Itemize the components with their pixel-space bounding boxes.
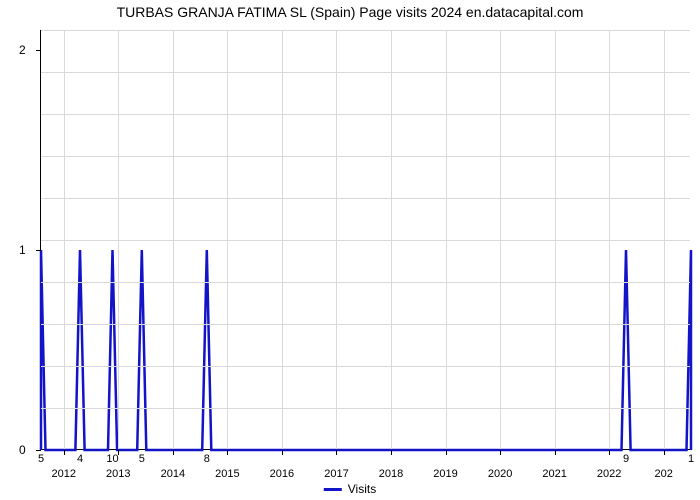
xtick-mark bbox=[391, 450, 392, 455]
ytick-label: 1 bbox=[19, 243, 26, 257]
value-label: 5 bbox=[38, 453, 44, 465]
xtick-label: 2022 bbox=[597, 468, 621, 480]
plot-area: 0122012201320142015201620172018201920202… bbox=[40, 30, 690, 450]
grid-line-v bbox=[446, 30, 447, 449]
ytick-mark bbox=[36, 250, 41, 251]
xtick-label: 2016 bbox=[270, 468, 294, 480]
grid-line-h bbox=[41, 324, 690, 325]
ytick-label: 2 bbox=[19, 43, 26, 57]
xtick-mark bbox=[555, 450, 556, 455]
xtick-mark bbox=[446, 450, 447, 455]
grid-line-v bbox=[391, 30, 392, 449]
xtick-mark bbox=[336, 450, 337, 455]
grid-line-v bbox=[118, 30, 119, 449]
grid-line-h bbox=[41, 366, 690, 367]
xtick-mark bbox=[173, 450, 174, 455]
xtick-label: 2017 bbox=[324, 468, 348, 480]
ytick-mark bbox=[36, 50, 41, 51]
legend-label: Visits bbox=[348, 482, 376, 496]
xtick-label: 2015 bbox=[215, 468, 239, 480]
value-label: 10 bbox=[106, 453, 118, 465]
value-label: 9 bbox=[623, 453, 629, 465]
legend: Visits bbox=[324, 482, 376, 496]
xtick-label: 2012 bbox=[52, 468, 76, 480]
grid-line-h bbox=[41, 72, 690, 73]
grid-line-v bbox=[227, 30, 228, 449]
grid-line-h bbox=[41, 408, 690, 409]
xtick-label: 2019 bbox=[433, 468, 457, 480]
grid-line-h bbox=[41, 198, 690, 199]
value-label: 5 bbox=[139, 453, 145, 465]
grid-line-h bbox=[41, 282, 690, 283]
value-label: 4 bbox=[77, 453, 83, 465]
grid-line-v bbox=[173, 30, 174, 449]
ytick-label: 0 bbox=[19, 443, 26, 457]
grid-line-v bbox=[336, 30, 337, 449]
xtick-mark bbox=[227, 450, 228, 455]
chart-title: TURBAS GRANJA FATIMA SL (Spain) Page vis… bbox=[117, 4, 584, 20]
xtick-label: 2020 bbox=[488, 468, 512, 480]
value-label: 1 bbox=[688, 453, 694, 465]
legend-swatch bbox=[324, 488, 342, 491]
grid-line-h bbox=[41, 240, 690, 241]
xtick-mark bbox=[609, 450, 610, 455]
xtick-label: 2013 bbox=[106, 468, 130, 480]
grid-line-v bbox=[555, 30, 556, 449]
grid-line-v bbox=[609, 30, 610, 449]
xtick-mark bbox=[664, 450, 665, 455]
xtick-mark bbox=[282, 450, 283, 455]
grid-line-v bbox=[664, 30, 665, 449]
grid-line-h bbox=[41, 156, 690, 157]
ytick-mark bbox=[36, 450, 41, 451]
grid-line-v bbox=[500, 30, 501, 449]
xtick-label: 202 bbox=[655, 468, 673, 480]
grid-line-v bbox=[282, 30, 283, 449]
xtick-mark bbox=[64, 450, 65, 455]
xtick-label: 2021 bbox=[542, 468, 566, 480]
xtick-mark bbox=[500, 450, 501, 455]
grid-line-v bbox=[64, 30, 65, 449]
value-label: 8 bbox=[204, 453, 210, 465]
grid-line-h bbox=[41, 114, 690, 115]
xtick-label: 2018 bbox=[379, 468, 403, 480]
xtick-label: 2014 bbox=[161, 468, 185, 480]
chart-container: TURBAS GRANJA FATIMA SL (Spain) Page vis… bbox=[0, 0, 700, 500]
grid-line-h bbox=[41, 30, 690, 31]
